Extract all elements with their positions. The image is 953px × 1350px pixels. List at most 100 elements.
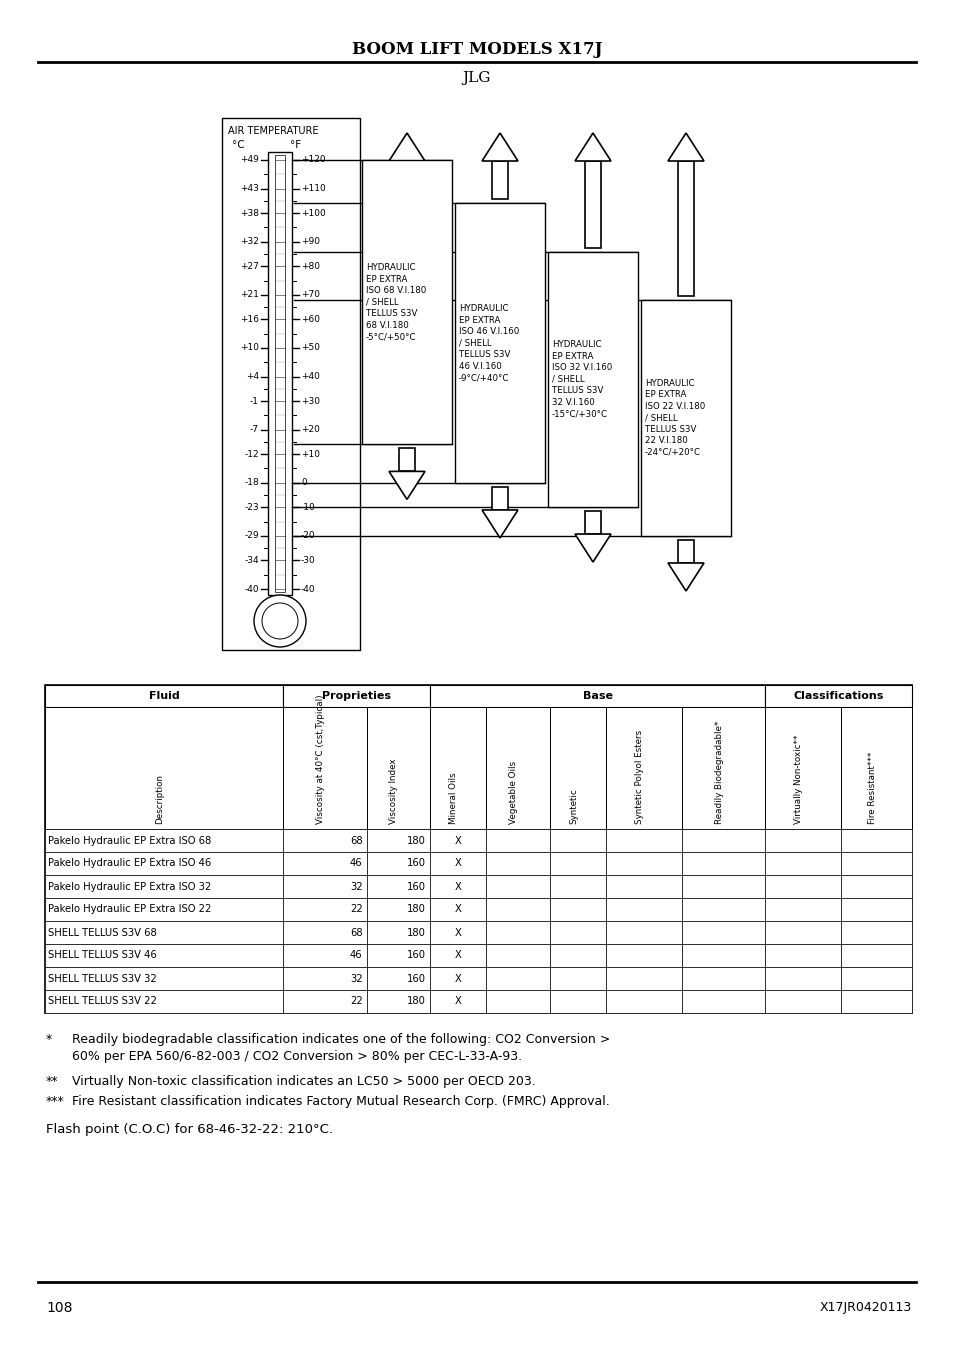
Text: 160: 160: [407, 973, 426, 984]
Bar: [550, 829, 606, 852]
Text: SHELL TELLUS S3V 22: SHELL TELLUS S3V 22: [48, 996, 156, 1007]
Bar: [222, 117, 359, 649]
Bar: [430, 707, 486, 829]
Circle shape: [253, 595, 306, 647]
Bar: [283, 707, 366, 829]
Text: +10: +10: [240, 343, 258, 352]
Bar: [606, 944, 681, 967]
Text: 68: 68: [350, 836, 362, 845]
Bar: [606, 875, 681, 898]
Text: HYDRAULIC
EP EXTRA
ISO 32 V.I.160
/ SHELL
TELLUS S3V
32 V.I.160
-15°C/+30°C: HYDRAULIC EP EXTRA ISO 32 V.I.160 / SHEL…: [552, 340, 612, 418]
Text: +49: +49: [240, 155, 258, 165]
Bar: [486, 707, 550, 829]
Bar: [430, 875, 486, 898]
Bar: [45, 829, 283, 852]
Text: 0: 0: [301, 478, 307, 487]
Text: Pakelo Hydraulic EP Extra ISO 46: Pakelo Hydraulic EP Extra ISO 46: [48, 859, 211, 868]
Text: 22: 22: [350, 996, 362, 1007]
Bar: [764, 852, 841, 875]
Bar: [550, 898, 606, 921]
Text: Syntetic Polyol Esters: Syntetic Polyol Esters: [635, 730, 643, 824]
Text: -30: -30: [301, 556, 315, 564]
Bar: [492, 487, 507, 510]
Text: +110: +110: [301, 185, 325, 193]
Text: X17JR0420113: X17JR0420113: [819, 1301, 911, 1315]
Polygon shape: [575, 134, 610, 161]
Text: Viscosity at 40°C (cst,Typical): Viscosity at 40°C (cst,Typical): [315, 694, 325, 824]
Bar: [45, 944, 283, 967]
Bar: [606, 921, 681, 944]
Text: 160: 160: [407, 859, 426, 868]
Text: 160: 160: [407, 882, 426, 891]
Text: +16: +16: [240, 315, 258, 324]
Text: +80: +80: [301, 262, 319, 270]
Bar: [283, 829, 366, 852]
Bar: [283, 944, 366, 967]
Text: °C: °C: [232, 140, 244, 150]
Text: 180: 180: [407, 904, 426, 914]
Circle shape: [262, 603, 297, 639]
Text: Proprieties: Proprieties: [322, 691, 391, 701]
Bar: [681, 921, 764, 944]
Bar: [764, 990, 841, 1012]
Bar: [430, 921, 486, 944]
Bar: [366, 707, 430, 829]
Bar: [550, 875, 606, 898]
Text: Flash point (C.O.C) for 68-46-32-22: 210°C.: Flash point (C.O.C) for 68-46-32-22: 210…: [46, 1123, 333, 1135]
Bar: [640, 300, 730, 536]
Bar: [45, 990, 283, 1012]
Bar: [841, 898, 911, 921]
Bar: [547, 251, 638, 508]
Bar: [274, 155, 285, 593]
Text: -23: -23: [244, 502, 258, 512]
Text: -10: -10: [301, 502, 315, 512]
Bar: [841, 829, 911, 852]
Bar: [366, 898, 430, 921]
Bar: [45, 684, 911, 1012]
Text: Readily Biodegradable*: Readily Biodegradable*: [714, 721, 723, 824]
Text: X: X: [455, 996, 461, 1007]
Bar: [841, 967, 911, 990]
Text: 22: 22: [350, 904, 362, 914]
Bar: [486, 829, 550, 852]
Text: +50: +50: [301, 343, 319, 352]
Text: +10: +10: [301, 450, 319, 459]
Bar: [268, 153, 292, 595]
Bar: [486, 921, 550, 944]
Text: HYDRAULIC
EP EXTRA
ISO 22 V.I.180
/ SHELL
TELLUS S3V
22 V.I.180
-24°C/+20°C: HYDRAULIC EP EXTRA ISO 22 V.I.180 / SHEL…: [644, 379, 704, 456]
Bar: [45, 684, 283, 707]
Text: +70: +70: [301, 290, 319, 300]
Text: *: *: [46, 1033, 52, 1046]
Bar: [283, 898, 366, 921]
Bar: [430, 829, 486, 852]
Text: SHELL TELLUS S3V 46: SHELL TELLUS S3V 46: [48, 950, 156, 960]
Text: **: **: [46, 1075, 58, 1088]
Bar: [486, 852, 550, 875]
Bar: [366, 875, 430, 898]
Text: X: X: [455, 836, 461, 845]
Bar: [841, 944, 911, 967]
Text: +100: +100: [301, 208, 325, 217]
Bar: [681, 707, 764, 829]
Text: +30: +30: [301, 397, 319, 405]
Text: SHELL TELLUS S3V 68: SHELL TELLUS S3V 68: [48, 927, 156, 937]
Text: 46: 46: [350, 950, 362, 960]
Bar: [584, 512, 600, 535]
Bar: [45, 898, 283, 921]
Bar: [430, 684, 764, 707]
Text: Virtually Non-toxic**: Virtually Non-toxic**: [793, 734, 802, 824]
Text: °F: °F: [290, 140, 301, 150]
Text: Pakelo Hydraulic EP Extra ISO 22: Pakelo Hydraulic EP Extra ISO 22: [48, 904, 212, 914]
Bar: [366, 852, 430, 875]
Bar: [45, 707, 283, 829]
Bar: [584, 161, 600, 247]
Bar: [606, 707, 681, 829]
Text: JLG: JLG: [462, 72, 491, 85]
Bar: [764, 967, 841, 990]
Bar: [45, 852, 283, 875]
Bar: [681, 875, 764, 898]
Text: Fluid: Fluid: [149, 691, 179, 701]
Bar: [486, 898, 550, 921]
Bar: [841, 707, 911, 829]
Text: Viscosity Index: Viscosity Index: [389, 759, 398, 824]
